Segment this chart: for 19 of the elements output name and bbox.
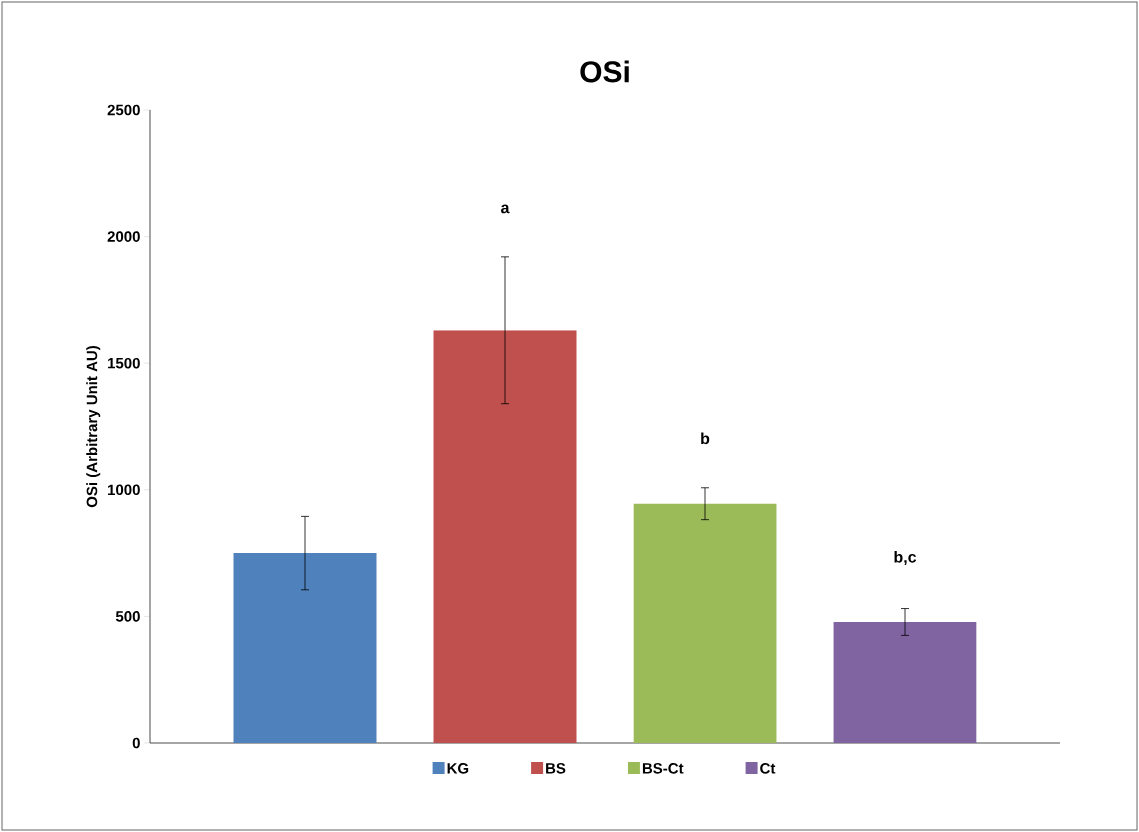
chart-title: OSi [580,60,629,83]
y-axis-title: OSi (Arbitrary Unit AU) [86,346,101,508]
y-tick-label: 2000 [107,231,140,242]
bar [233,553,377,743]
y-tick-label: 2500 [107,104,140,116]
y-tick-label: 1000 [108,484,140,496]
bar [833,621,977,743]
annotation: a [501,204,510,214]
bar [433,330,577,743]
legend-label: KG [447,763,469,774]
bar [633,503,777,743]
y-tick-label: 0 [132,737,140,749]
legend-label: Ct [760,763,776,774]
y-tick-label: 1500 [108,357,140,369]
legend-label: BS [546,763,566,774]
annotation: b,c [894,550,917,566]
y-tick-label: 500 [115,611,140,622]
legend-label: BS-Ct [642,763,684,774]
annotation: b [701,432,710,445]
